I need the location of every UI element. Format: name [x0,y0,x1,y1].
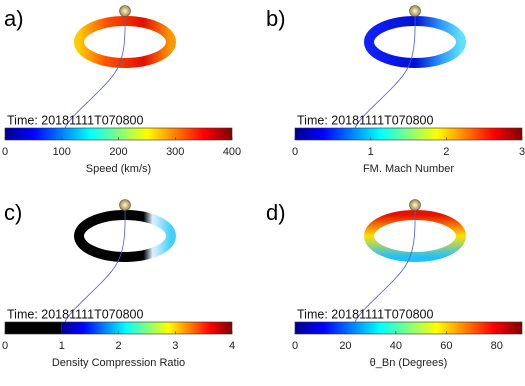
time-annotation: Time: 20181111T070800 [297,307,433,321]
tick-label: 80 [491,340,503,352]
tick-label: 2 [115,340,121,352]
colorbar-label: Density Compression Ratio [52,357,185,369]
colorbar [61,322,232,334]
spacecraft [119,5,131,17]
panel-label: a) [4,6,24,31]
tick-label: 0 [2,340,8,352]
tick-label: 4 [229,340,235,352]
panel-label: b) [266,6,286,31]
tick-label: 300 [166,146,184,158]
trajectory [64,207,126,323]
spacecraft [119,199,131,211]
tick-label: 2 [443,146,449,158]
colorbar-mask [5,322,62,334]
colorbar [295,128,522,140]
panel: b) Time: 20181111T070800 0 1 2 3 FM. Mach Numb… [266,5,525,175]
tick-label: 1 [59,340,65,352]
tick-label: 3 [172,340,178,352]
panel: c) Time: 20181111T070800 0 1 2 3 4 Density Comp… [2,199,235,369]
colorbar-frame [294,127,523,141]
colorbar [295,322,522,334]
spacecraft [409,5,421,17]
panel: a) Time: 20181111T070800 0 100 200 300 400 Spee… [2,5,241,175]
panel-label: d) [266,200,286,225]
tick-label: 20 [339,340,351,352]
tick-label: 40 [390,340,402,352]
tick-label: 0 [2,146,8,158]
time-annotation: Time: 20181111T070800 [297,113,433,127]
colorbar-frame [294,321,523,335]
trajectory [64,13,126,129]
colorbar-label: θ_Bn (Degrees) [370,357,448,369]
tick-label: 3 [519,146,525,158]
colorbar-label: Speed (km/s) [86,163,151,175]
panel: d) Time: 20181111T070800 0 20 40 60 80 θ_Bn (De… [266,199,523,369]
spacecraft [409,199,421,211]
tick-label: 60 [440,340,452,352]
tick-label: 1 [368,146,374,158]
trajectory [354,207,416,323]
tick-label: 200 [109,146,127,158]
time-annotation: Time: 20181111T070800 [7,307,143,321]
colorbar-label: FM. Mach Number [363,163,454,175]
tick-label: 0 [292,146,298,158]
trajectory [354,13,416,129]
tick-label: 400 [223,146,241,158]
time-annotation: Time: 20181111T070800 [7,113,143,127]
tick-label: 0 [292,340,298,352]
panel-label: c) [4,200,22,225]
tick-label: 100 [53,146,71,158]
